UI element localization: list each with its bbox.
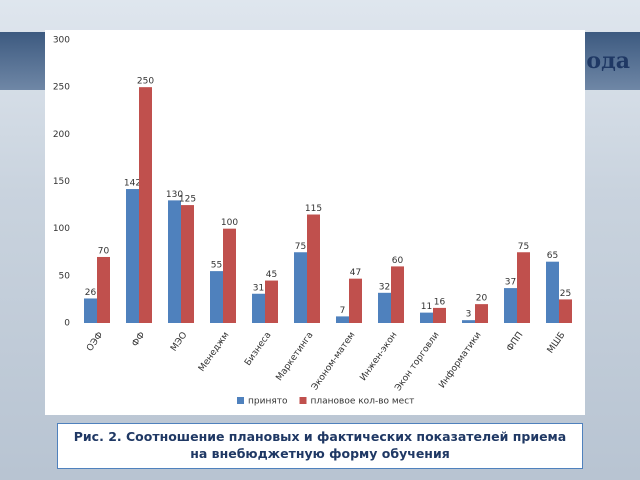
value-label: 70 — [98, 246, 110, 256]
caption: Рис. 2. Соотношение плановых и фактическ… — [57, 423, 583, 469]
value-label: 250 — [137, 77, 154, 87]
value-label: 130 — [166, 190, 183, 200]
value-label: 3 — [466, 310, 472, 320]
y-tick-label: 150 — [53, 177, 70, 187]
value-label: 7 — [340, 306, 346, 316]
value-label: 20 — [476, 294, 488, 304]
bar — [378, 292, 391, 323]
bar — [97, 256, 110, 323]
value-label: 125 — [179, 195, 196, 205]
slide-title-fragment: ода — [586, 48, 630, 74]
bar — [336, 316, 349, 323]
bar — [546, 261, 559, 323]
bar — [517, 252, 530, 323]
value-label: 142 — [124, 179, 141, 189]
legend-label: плановое кол-во мест — [311, 397, 415, 407]
bar — [475, 304, 488, 323]
bar — [181, 205, 194, 323]
bar — [126, 189, 139, 323]
bar — [307, 214, 320, 323]
value-label: 32 — [379, 282, 390, 292]
y-tick-label: 0 — [64, 319, 70, 329]
value-label: 60 — [392, 256, 404, 266]
caption-line: на внебюджетную форму обучения — [190, 446, 450, 461]
y-tick-label: 250 — [53, 83, 70, 93]
y-tick-label: 200 — [53, 130, 70, 140]
legend-swatch — [299, 397, 307, 404]
bar — [349, 278, 362, 323]
value-label: 47 — [350, 268, 361, 278]
bar — [433, 307, 446, 323]
value-label: 37 — [505, 278, 516, 288]
value-label: 100 — [221, 218, 238, 228]
bar — [139, 87, 152, 324]
legend-label: принято — [248, 397, 288, 407]
caption-line: Рис. 2. Соотношение плановых и фактическ… — [73, 429, 567, 444]
bar — [420, 312, 433, 323]
value-label: 55 — [211, 261, 222, 271]
y-tick-label: 50 — [59, 271, 71, 281]
value-label: 65 — [547, 251, 558, 261]
value-label: 75 — [295, 242, 306, 252]
bar — [265, 280, 278, 323]
value-label: 45 — [266, 270, 277, 280]
bar — [391, 266, 404, 323]
value-label: 115 — [305, 204, 322, 214]
bar — [168, 200, 181, 323]
bar — [504, 288, 517, 323]
bar — [462, 320, 475, 323]
value-label: 25 — [560, 289, 571, 299]
bar — [84, 298, 97, 323]
value-label: 26 — [85, 288, 97, 298]
value-label: 11 — [421, 302, 432, 312]
value-label: 75 — [518, 242, 529, 252]
bar — [252, 293, 265, 323]
y-tick-label: 300 — [53, 36, 70, 46]
bar — [223, 228, 236, 323]
legend-swatch — [237, 397, 244, 404]
y-tick-label: 100 — [53, 224, 70, 234]
bar — [294, 252, 307, 323]
bar — [559, 299, 572, 323]
bar — [210, 271, 223, 323]
value-label: 16 — [434, 297, 446, 307]
value-label: 31 — [253, 283, 264, 293]
